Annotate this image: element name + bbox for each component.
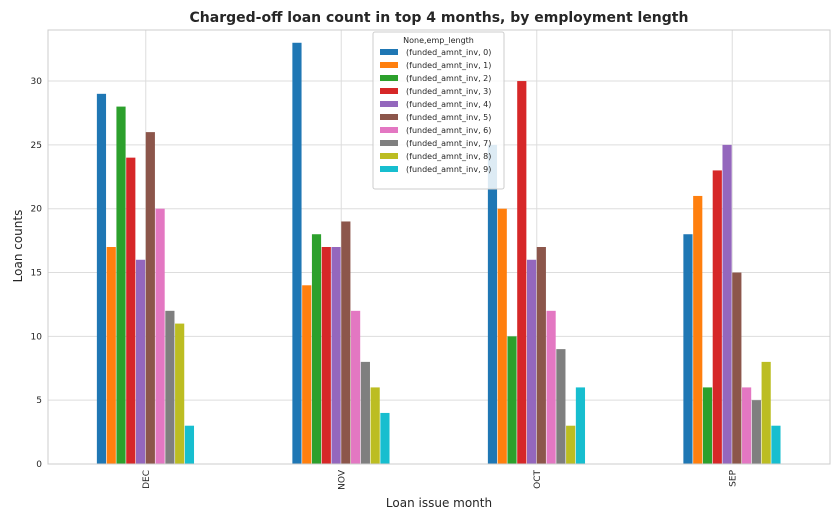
legend-swatch [380,101,398,107]
y-tick-label: 0 [36,460,42,470]
bar [351,310,361,464]
bar [683,234,693,464]
bar [507,336,517,464]
legend-swatch [380,166,398,172]
bar [126,157,136,464]
bar [712,170,722,465]
legend-title: None,emp_length [403,36,474,45]
legend-entry: (funded_amnt_inv, 7) [406,139,491,148]
bar [742,387,752,464]
bar [536,247,546,464]
legend-swatch [380,88,398,94]
bar [771,425,781,464]
bar [116,106,126,465]
legend-swatch [380,62,398,68]
bar [722,144,732,464]
bar [575,387,586,464]
bar [693,195,703,465]
bar [106,247,116,464]
y-tick-labels: 0 5 10 15 20 25 30 [31,77,43,470]
bar [165,310,175,464]
x-axis-label: Loan issue month [386,496,492,510]
bar [175,323,185,464]
legend-swatch [380,75,398,81]
bar [292,42,302,464]
bar [96,93,107,464]
legend: None,emp_length (funded_amnt_inv, 0) (fun… [372,31,505,190]
bar [556,349,566,464]
y-tick-label: 30 [31,77,43,87]
x-tick-label: SEP [728,469,738,486]
bar [497,208,507,464]
chart-title: Charged-off loan count in top 4 months, … [190,10,689,26]
bar [761,361,771,464]
legend-entry: (funded_amnt_inv, 6) [406,126,491,135]
bar [380,412,390,464]
bar [155,208,165,464]
y-tick-label: 10 [31,332,43,342]
legend-box [372,31,505,190]
bar [370,387,380,464]
legend-entry: (funded_amnt_inv, 2) [406,74,491,83]
bar [751,400,761,464]
y-tick-label: 15 [31,269,42,279]
bar [732,272,742,464]
bar [546,310,556,464]
y-tick-label: 25 [31,141,42,151]
x-tick-label: OCT [533,470,543,489]
bar [321,247,331,464]
bar [702,387,713,464]
legend-entry: (funded_amnt_inv, 3) [406,87,491,96]
x-tick-labels: DEC NOV OCT SEP [142,469,739,490]
bar [566,425,576,464]
legend-entry: (funded_amnt_inv, 5) [406,113,491,122]
legend-entry: (funded_amnt_inv, 0) [406,48,491,57]
y-axis-label: Loan counts [11,210,25,283]
y-tick-label: 5 [36,396,42,406]
bar [526,259,537,464]
bar [517,81,527,464]
legend-swatch [380,114,398,120]
bar [360,361,370,464]
legend-swatch [380,49,398,55]
x-tick-label: NOV [337,469,347,490]
plot-frame [47,29,831,465]
legend-swatch [380,153,398,159]
bar [331,247,341,464]
legend-swatch [380,140,398,146]
bar-marks [96,42,781,465]
x-tick-label: DEC [142,470,152,489]
legend-entry: (funded_amnt_inv, 9) [406,165,491,174]
bar [487,144,498,464]
bar [311,234,322,464]
bar [302,285,312,464]
y-tick-label: 20 [31,205,43,215]
bar [135,259,146,464]
legend-entry: (funded_amnt_inv, 1) [406,61,491,70]
bar [184,425,195,464]
bar [145,132,155,464]
bar [341,221,351,464]
legend-entry: (funded_amnt_inv, 4) [406,100,491,109]
legend-swatch [380,127,398,133]
legend-entry: (funded_amnt_inv, 8) [406,152,491,161]
